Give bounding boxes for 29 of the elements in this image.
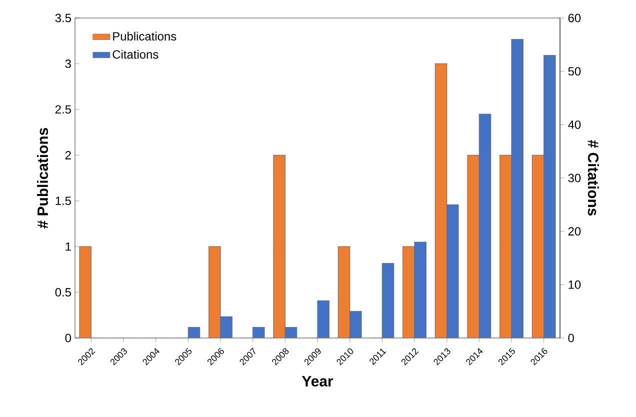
y-tick-label: 0.5 (55, 288, 71, 297)
bar (274, 155, 286, 338)
y2-tick-label: 50 (568, 67, 581, 76)
y-tick-label: 1.5 (56, 196, 71, 206)
y-tick-label: 3 (65, 59, 71, 68)
legend-label: Citations (112, 50, 158, 59)
bar (79, 246, 92, 338)
bar (382, 263, 394, 338)
bar (338, 246, 350, 338)
y2-axis-title: # Citations (588, 140, 599, 216)
y2-tick-label: 40 (568, 120, 581, 129)
y-tick-label: 2 (65, 150, 71, 160)
y2-tick-label: 0 (568, 334, 574, 342)
y-tick-label: 3.5 (55, 14, 71, 22)
y2-tick-label: 10 (568, 280, 581, 289)
bar (350, 311, 362, 338)
y2-tick-label: 30 (568, 174, 581, 182)
y-tick-label: 1 (66, 242, 71, 251)
bar (434, 63, 448, 338)
y-tick-label: 2.5 (55, 105, 71, 114)
y2-tick-label: 20 (568, 227, 581, 236)
bar (317, 300, 330, 338)
legend-label: Publications (113, 32, 176, 41)
bar (208, 246, 221, 338)
x-axis-title: Year (302, 376, 334, 386)
y-axis-title: # Publications (37, 128, 48, 228)
y2-tick-label: 60 (568, 14, 581, 22)
y-tick-label: 0 (65, 334, 72, 342)
bar (220, 316, 232, 338)
